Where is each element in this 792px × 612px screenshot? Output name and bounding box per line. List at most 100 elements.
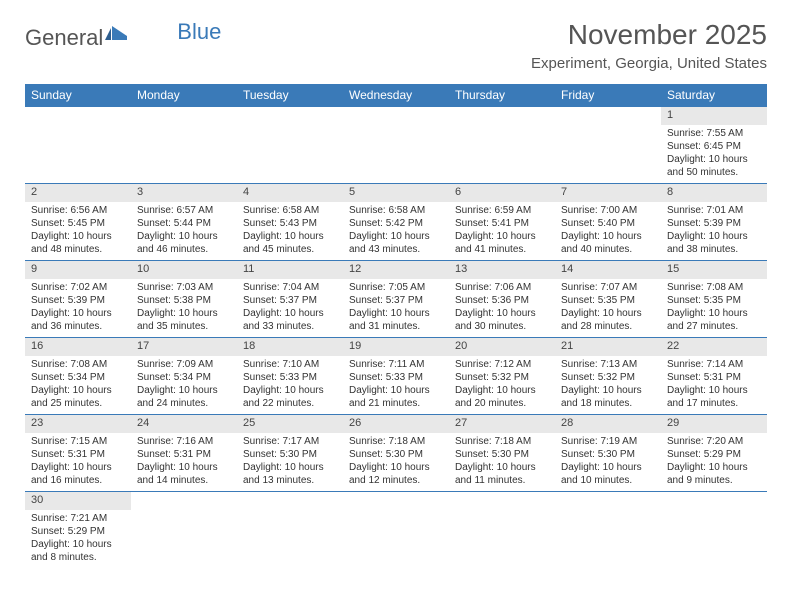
day-number-cell: 14 [555,260,661,279]
day-number-cell [131,491,237,510]
day-detail-cell: Sunrise: 7:06 AM Sunset: 5:36 PM Dayligh… [449,279,555,338]
day-detail-cell [555,125,661,184]
day-detail-cell: Sunrise: 7:55 AM Sunset: 6:45 PM Dayligh… [661,125,767,184]
day-number-cell: 30 [25,491,131,510]
day-detail-cell [237,510,343,568]
day-number-cell [449,491,555,510]
day-number-cell: 28 [555,414,661,433]
day-number-row: 1 [25,106,767,125]
day-number-cell: 20 [449,337,555,356]
day-detail-cell: Sunrise: 7:20 AM Sunset: 5:29 PM Dayligh… [661,433,767,492]
day-number-cell [343,491,449,510]
weekday-header: Sunday [25,84,131,107]
logo-text-2: Blue [177,19,221,45]
day-detail-row: Sunrise: 7:08 AM Sunset: 5:34 PM Dayligh… [25,356,767,415]
day-detail-cell: Sunrise: 7:07 AM Sunset: 5:35 PM Dayligh… [555,279,661,338]
day-detail-cell: Sunrise: 7:18 AM Sunset: 5:30 PM Dayligh… [343,433,449,492]
day-detail-cell: Sunrise: 6:56 AM Sunset: 5:45 PM Dayligh… [25,202,131,261]
day-number-cell: 10 [131,260,237,279]
calendar-page: General Blue November 2025 Experiment, G… [0,0,792,588]
day-detail-cell: Sunrise: 7:08 AM Sunset: 5:35 PM Dayligh… [661,279,767,338]
day-detail-cell [343,510,449,568]
day-number-cell [343,106,449,125]
day-number-cell: 4 [237,183,343,202]
calendar-table: Sunday Monday Tuesday Wednesday Thursday… [25,84,767,568]
weekday-header: Wednesday [343,84,449,107]
day-detail-row: Sunrise: 6:56 AM Sunset: 5:45 PM Dayligh… [25,202,767,261]
day-detail-cell: Sunrise: 7:11 AM Sunset: 5:33 PM Dayligh… [343,356,449,415]
day-detail-cell: Sunrise: 7:02 AM Sunset: 5:39 PM Dayligh… [25,279,131,338]
day-detail-cell [237,125,343,184]
day-number-cell: 15 [661,260,767,279]
day-number-cell: 26 [343,414,449,433]
day-detail-cell: Sunrise: 7:03 AM Sunset: 5:38 PM Dayligh… [131,279,237,338]
day-number-cell [449,106,555,125]
day-detail-cell [449,510,555,568]
day-number-cell: 3 [131,183,237,202]
day-detail-cell [343,125,449,184]
day-number-cell: 23 [25,414,131,433]
day-detail-cell: Sunrise: 7:04 AM Sunset: 5:37 PM Dayligh… [237,279,343,338]
weekday-header-row: Sunday Monday Tuesday Wednesday Thursday… [25,84,767,107]
day-detail-cell: Sunrise: 7:08 AM Sunset: 5:34 PM Dayligh… [25,356,131,415]
day-detail-row: Sunrise: 7:15 AM Sunset: 5:31 PM Dayligh… [25,433,767,492]
day-number-row: 16171819202122 [25,337,767,356]
day-detail-cell: Sunrise: 7:14 AM Sunset: 5:31 PM Dayligh… [661,356,767,415]
day-detail-cell: Sunrise: 7:09 AM Sunset: 5:34 PM Dayligh… [131,356,237,415]
day-detail-row: Sunrise: 7:02 AM Sunset: 5:39 PM Dayligh… [25,279,767,338]
day-detail-cell: Sunrise: 6:58 AM Sunset: 5:43 PM Dayligh… [237,202,343,261]
weekday-header: Monday [131,84,237,107]
weekday-header: Friday [555,84,661,107]
day-detail-cell: Sunrise: 7:01 AM Sunset: 5:39 PM Dayligh… [661,202,767,261]
day-detail-row: Sunrise: 7:55 AM Sunset: 6:45 PM Dayligh… [25,125,767,184]
day-detail-cell [555,510,661,568]
day-number-cell: 22 [661,337,767,356]
day-number-cell: 11 [237,260,343,279]
day-detail-cell: Sunrise: 7:10 AM Sunset: 5:33 PM Dayligh… [237,356,343,415]
logo: General Blue [25,20,173,56]
day-number-cell [555,106,661,125]
day-detail-cell [131,125,237,184]
day-number-cell: 16 [25,337,131,356]
day-number-cell: 9 [25,260,131,279]
day-detail-cell: Sunrise: 7:05 AM Sunset: 5:37 PM Dayligh… [343,279,449,338]
day-detail-cell [131,510,237,568]
day-detail-cell [661,510,767,568]
day-number-cell: 8 [661,183,767,202]
day-detail-cell: Sunrise: 7:12 AM Sunset: 5:32 PM Dayligh… [449,356,555,415]
day-number-cell: 13 [449,260,555,279]
day-detail-cell: Sunrise: 6:59 AM Sunset: 5:41 PM Dayligh… [449,202,555,261]
day-number-cell: 19 [343,337,449,356]
weekday-header: Saturday [661,84,767,107]
day-number-row: 9101112131415 [25,260,767,279]
day-detail-cell: Sunrise: 7:00 AM Sunset: 5:40 PM Dayligh… [555,202,661,261]
weekday-header: Thursday [449,84,555,107]
day-detail-cell [449,125,555,184]
day-number-cell [661,491,767,510]
day-number-cell [555,491,661,510]
logo-flag-icon [105,20,129,46]
day-detail-cell: Sunrise: 7:16 AM Sunset: 5:31 PM Dayligh… [131,433,237,492]
day-number-cell: 1 [661,106,767,125]
day-number-row: 23242526272829 [25,414,767,433]
day-number-cell: 21 [555,337,661,356]
day-number-cell: 2 [25,183,131,202]
day-number-cell: 24 [131,414,237,433]
day-detail-cell: Sunrise: 7:21 AM Sunset: 5:29 PM Dayligh… [25,510,131,568]
month-title: November 2025 [531,20,767,51]
day-number-cell: 6 [449,183,555,202]
day-number-row: 2345678 [25,183,767,202]
day-detail-cell: Sunrise: 7:18 AM Sunset: 5:30 PM Dayligh… [449,433,555,492]
day-number-cell [237,491,343,510]
logo-text-1: General [25,25,103,51]
day-detail-cell: Sunrise: 7:13 AM Sunset: 5:32 PM Dayligh… [555,356,661,415]
title-block: November 2025 Experiment, Georgia, Unite… [531,20,767,72]
day-number-cell [131,106,237,125]
day-detail-cell [25,125,131,184]
day-number-cell: 17 [131,337,237,356]
day-number-cell: 25 [237,414,343,433]
day-number-cell: 27 [449,414,555,433]
day-detail-cell: Sunrise: 6:57 AM Sunset: 5:44 PM Dayligh… [131,202,237,261]
day-number-cell: 18 [237,337,343,356]
day-detail-cell: Sunrise: 6:58 AM Sunset: 5:42 PM Dayligh… [343,202,449,261]
